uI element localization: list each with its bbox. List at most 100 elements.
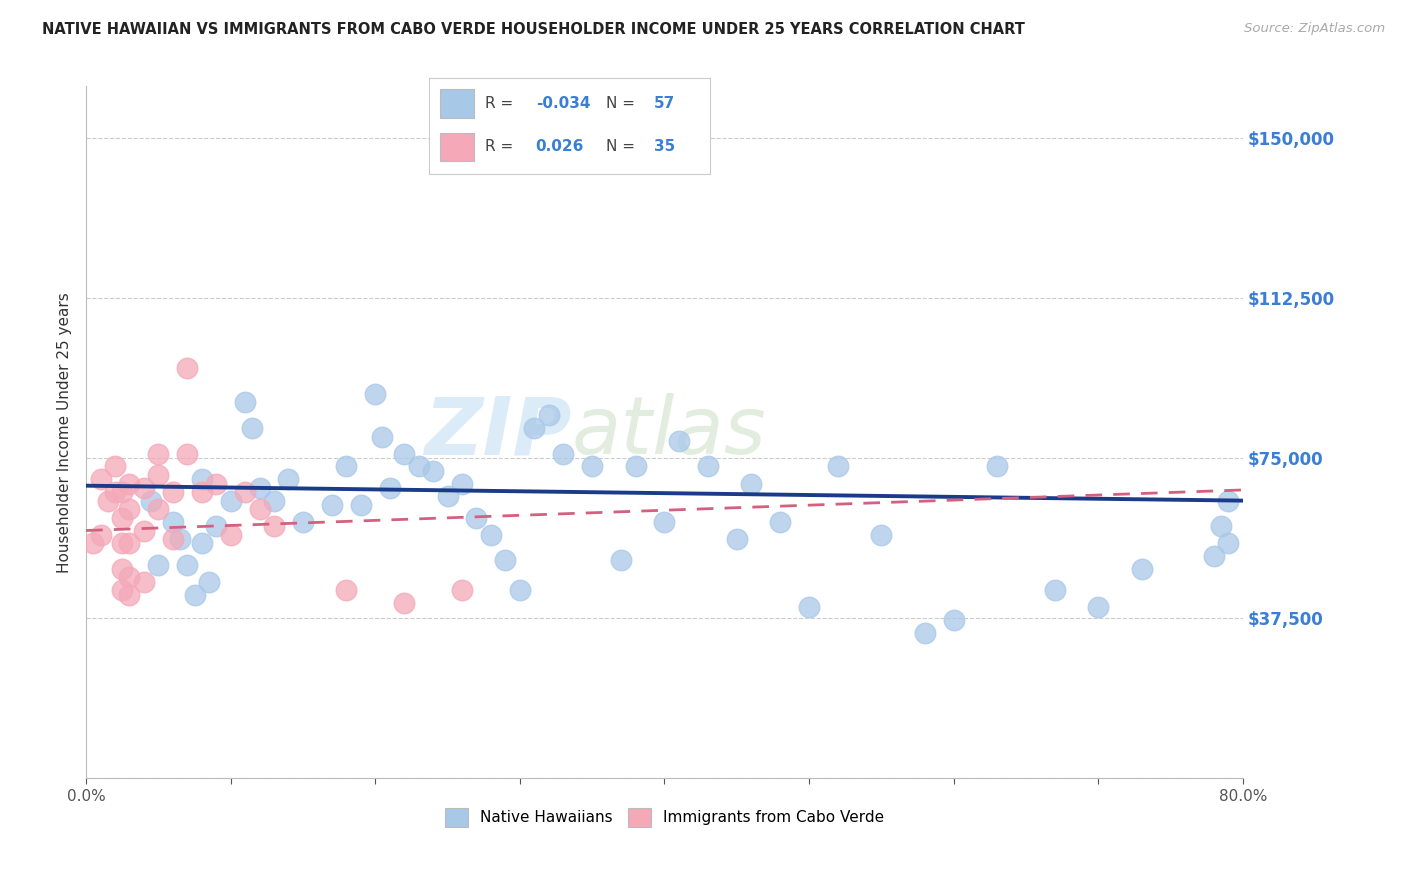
Point	[610, 553, 633, 567]
Point	[233, 485, 256, 500]
Point	[162, 485, 184, 500]
FancyBboxPatch shape	[440, 89, 474, 118]
Text: 35: 35	[654, 139, 675, 154]
Point	[1218, 536, 1240, 550]
Point	[523, 421, 546, 435]
Point	[118, 570, 141, 584]
Point	[104, 459, 127, 474]
Text: N =: N =	[606, 96, 640, 112]
Point	[654, 515, 676, 529]
Point	[263, 493, 285, 508]
Point	[668, 434, 690, 448]
Point	[198, 574, 221, 589]
Point	[371, 429, 394, 443]
Text: ZIP: ZIP	[425, 393, 572, 471]
Point	[148, 447, 170, 461]
Point	[581, 459, 603, 474]
Point	[494, 553, 516, 567]
Point	[118, 588, 141, 602]
Legend: Native Hawaiians, Immigrants from Cabo Verde: Native Hawaiians, Immigrants from Cabo V…	[439, 802, 890, 833]
Point	[942, 613, 965, 627]
Point	[139, 493, 162, 508]
Point	[111, 510, 134, 524]
FancyBboxPatch shape	[440, 133, 474, 161]
Point	[118, 536, 141, 550]
Point	[132, 574, 155, 589]
Point	[1087, 600, 1109, 615]
Point	[148, 502, 170, 516]
Point	[436, 489, 458, 503]
Point	[240, 421, 263, 435]
Point	[249, 481, 271, 495]
Point	[89, 528, 111, 542]
Point	[1209, 519, 1232, 533]
Point	[1043, 583, 1066, 598]
Text: N =: N =	[606, 139, 640, 154]
Text: 0.026: 0.026	[536, 139, 583, 154]
Point	[1202, 549, 1225, 563]
Point	[148, 558, 170, 572]
Point	[553, 447, 575, 461]
Point	[696, 459, 718, 474]
Point	[335, 583, 357, 598]
Point	[392, 447, 415, 461]
Point	[219, 528, 242, 542]
Text: R =: R =	[485, 96, 519, 112]
Point	[111, 583, 134, 598]
Point	[725, 532, 748, 546]
Point	[89, 472, 111, 486]
Point	[176, 558, 198, 572]
Point	[827, 459, 849, 474]
Point	[408, 459, 430, 474]
Point	[190, 472, 212, 486]
Text: -0.034: -0.034	[536, 96, 591, 112]
Point	[249, 502, 271, 516]
Point	[205, 476, 228, 491]
Point	[465, 510, 488, 524]
Point	[205, 519, 228, 533]
Point	[392, 596, 415, 610]
Point	[219, 493, 242, 508]
Point	[176, 447, 198, 461]
Point	[263, 519, 285, 533]
Point	[291, 515, 314, 529]
Point	[1130, 562, 1153, 576]
Point	[740, 476, 762, 491]
Point	[183, 588, 205, 602]
Point	[479, 528, 502, 542]
Point	[335, 459, 357, 474]
Text: R =: R =	[485, 139, 523, 154]
Point	[162, 532, 184, 546]
Point	[111, 485, 134, 500]
Point	[169, 532, 191, 546]
Point	[986, 459, 1008, 474]
Text: 57: 57	[654, 96, 675, 112]
Text: atlas: atlas	[572, 393, 766, 471]
Point	[350, 498, 373, 512]
Point	[111, 562, 134, 576]
Point	[1218, 493, 1240, 508]
Point	[321, 498, 343, 512]
Point	[797, 600, 820, 615]
Point	[509, 583, 531, 598]
Point	[190, 485, 212, 500]
Text: Source: ZipAtlas.com: Source: ZipAtlas.com	[1244, 22, 1385, 36]
Point	[422, 464, 444, 478]
Point	[870, 528, 893, 542]
Y-axis label: Householder Income Under 25 years: Householder Income Under 25 years	[58, 292, 72, 573]
Point	[277, 472, 299, 486]
Point	[451, 583, 474, 598]
Point	[111, 536, 134, 550]
Point	[148, 468, 170, 483]
Point	[624, 459, 647, 474]
Point	[176, 361, 198, 376]
Point	[190, 536, 212, 550]
Text: NATIVE HAWAIIAN VS IMMIGRANTS FROM CABO VERDE HOUSEHOLDER INCOME UNDER 25 YEARS : NATIVE HAWAIIAN VS IMMIGRANTS FROM CABO …	[42, 22, 1025, 37]
Point	[104, 485, 127, 500]
Point	[97, 493, 120, 508]
Point	[233, 395, 256, 409]
Point	[132, 481, 155, 495]
Point	[914, 626, 936, 640]
Point	[537, 408, 560, 422]
Point	[82, 536, 104, 550]
